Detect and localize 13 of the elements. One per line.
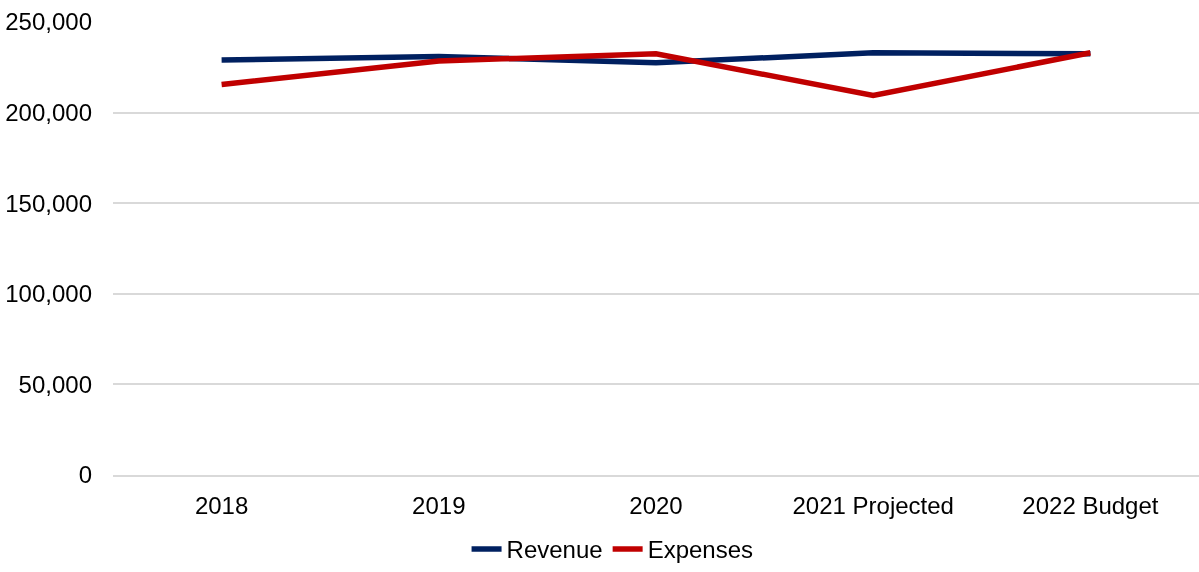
x-tick-label: 2022 Budget bbox=[1022, 491, 1159, 519]
y-tick-label: 100,000 bbox=[5, 280, 92, 308]
y-tick-label: 0 bbox=[78, 461, 92, 489]
y-tick-label: 150,000 bbox=[5, 189, 92, 217]
legend-label: Revenue bbox=[506, 536, 603, 564]
y-tick-label: 250,000 bbox=[5, 8, 92, 36]
x-tick-label: 2021 Projected bbox=[792, 491, 954, 519]
y-tick-label: 200,000 bbox=[5, 99, 92, 126]
x-tick-label: 2018 bbox=[194, 491, 249, 519]
y-tick-label: 50,000 bbox=[18, 370, 92, 398]
x-tick-label: 2019 bbox=[412, 491, 466, 519]
x-tick-label: 2020 bbox=[629, 491, 683, 519]
legend-label: Expenses bbox=[647, 536, 754, 564]
